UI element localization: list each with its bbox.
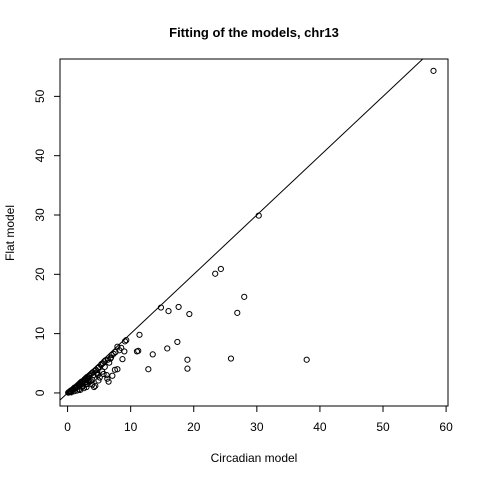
data-point: [105, 378, 112, 385]
x-tick-label: 60: [439, 420, 453, 434]
data-point: [157, 304, 165, 311]
data-point: [119, 356, 126, 363]
plot-frame: [59, 58, 449, 407]
data-point: [227, 355, 235, 362]
data-point: [114, 343, 121, 350]
x-tick-label: 0: [64, 420, 71, 434]
y-tick-label: 50: [33, 89, 47, 103]
data-point: [184, 365, 191, 372]
data-point: [241, 293, 248, 300]
x-tick-label: 10: [124, 420, 138, 434]
x-tick-label: 40: [313, 420, 327, 434]
data-point: [92, 382, 99, 389]
data-point: [87, 377, 95, 385]
y-tick-label: 20: [33, 267, 47, 281]
data-point: [111, 366, 118, 373]
y-axis: 0 10 20 30 40 50: [33, 89, 60, 396]
y-tick-label: 10: [33, 327, 47, 341]
data-point: [149, 351, 156, 358]
data-point: [212, 270, 219, 277]
data-point: [82, 380, 89, 388]
data-point: [68, 389, 75, 396]
data-point: [133, 348, 141, 355]
data-point: [255, 212, 262, 219]
data-point: [145, 366, 152, 373]
data-point: [174, 338, 181, 346]
data-point: [65, 389, 72, 396]
data-point: [175, 303, 182, 311]
data-point: [100, 370, 107, 378]
data-point: [75, 386, 83, 393]
data-point: [184, 356, 191, 363]
y-tick-label: 0: [33, 389, 47, 396]
chart-title: Fitting of the models, chr13: [169, 25, 339, 40]
data-point: [116, 347, 123, 354]
data-point: [89, 381, 96, 388]
data-point: [165, 307, 172, 315]
data-point: [114, 366, 121, 373]
data-point: [123, 337, 130, 344]
data-point: [104, 375, 111, 382]
data-point: [217, 265, 224, 273]
y-tick-label: 40: [33, 149, 47, 163]
data-point: [103, 372, 110, 379]
data-point: [186, 310, 193, 318]
data-point: [104, 356, 112, 363]
y-tick-label: 30: [33, 208, 47, 222]
data-point: [121, 338, 129, 345]
data-point: [430, 67, 437, 74]
data-point: [136, 331, 143, 338]
data-point: [303, 356, 310, 363]
x-tick-label: 50: [376, 420, 390, 434]
data-point: [164, 345, 171, 352]
x-tick-label: 20: [187, 420, 201, 434]
data-point: [109, 372, 116, 379]
x-axis-label: Circadian model: [211, 451, 298, 465]
x-tick-label: 30: [250, 420, 264, 434]
data-point: [94, 372, 101, 379]
y-axis-label: Flat model: [3, 205, 17, 261]
data-point: [98, 360, 105, 367]
data-point: [112, 348, 119, 356]
data-points: [65, 67, 437, 396]
x-axis: 0 10 20 30 40 50 60: [64, 406, 453, 434]
data-point: [234, 309, 241, 316]
